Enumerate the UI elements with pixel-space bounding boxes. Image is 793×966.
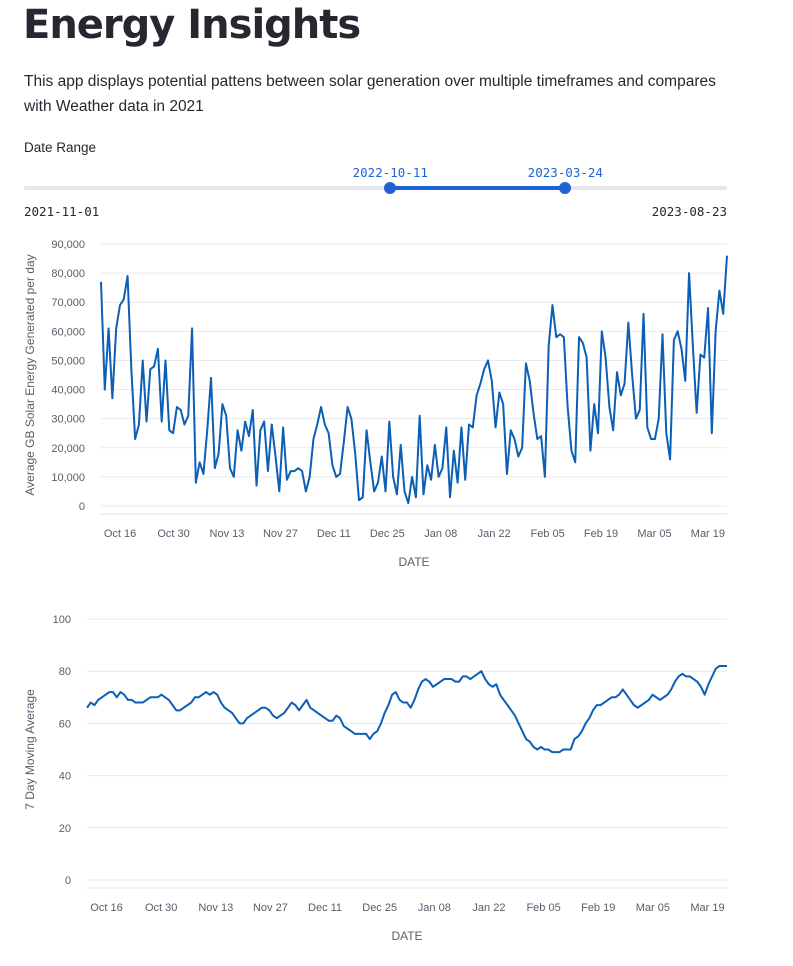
x-tick-label: Jan 08 bbox=[418, 902, 451, 914]
y-tick-label: 90,000 bbox=[51, 239, 85, 251]
x-tick-label: Dec 11 bbox=[308, 902, 342, 914]
moving-average-chart-svg[interactable]: 0 20 40 60 80 100 Oct 16 Oct 30 Nov 13 Nov 27 Dec … bbox=[0, 600, 793, 955]
series-line[interactable] bbox=[100, 255, 728, 505]
slider-end-handle[interactable] bbox=[559, 182, 572, 194]
x-tick-label: Jan 08 bbox=[424, 528, 457, 540]
y-tick-label: 60,000 bbox=[51, 326, 85, 338]
x-tick-label: Nov 27 bbox=[253, 902, 288, 914]
y-tick-label: 60 bbox=[59, 718, 71, 730]
x-tick-label: Mar 05 bbox=[636, 902, 670, 914]
series-line[interactable] bbox=[86, 664, 727, 754]
moving-average-chart[interactable]: 0 20 40 60 80 100 Oct 16 Oct 30 Nov 13 Nov 27 Dec … bbox=[0, 600, 793, 955]
y-tick-label: 20,000 bbox=[51, 443, 85, 455]
x-tick-label: Feb 05 bbox=[526, 902, 560, 914]
x-tick-label: Nov 13 bbox=[198, 902, 233, 914]
y-tick-label: 20 bbox=[59, 823, 71, 835]
x-tick-label: Jan 22 bbox=[472, 902, 505, 914]
slider-end-value: 2023-03-24 bbox=[527, 165, 603, 180]
solar-generation-chart-svg[interactable]: 0 10,000 20,000 30,000 40,000 50,000 60,000 70,… bbox=[0, 230, 793, 575]
y-axis-title: Average GB Solar Energy Generated per da… bbox=[23, 254, 37, 495]
x-tick-label: Dec 25 bbox=[370, 528, 405, 540]
slider-track[interactable] bbox=[24, 186, 727, 190]
slider-max-label: 2023-08-23 bbox=[651, 204, 727, 219]
slider-min-label: 2021-11-01 bbox=[24, 204, 100, 219]
x-tick-label: Oct 30 bbox=[145, 902, 177, 914]
x-tick-label: Nov 27 bbox=[263, 528, 298, 540]
date-range-label: Date Range bbox=[24, 140, 97, 155]
x-tick-label: Feb 05 bbox=[530, 528, 564, 540]
x-tick-label: Dec 25 bbox=[362, 902, 397, 914]
slider-selected-range bbox=[390, 186, 566, 190]
page-title: Energy Insights bbox=[23, 2, 361, 48]
x-tick-label: Jan 22 bbox=[478, 528, 511, 540]
x-axis-title: DATE bbox=[391, 929, 422, 943]
solar-generation-chart[interactable]: 0 10,000 20,000 30,000 40,000 50,000 60,000 70,… bbox=[0, 230, 793, 575]
x-tick-label: Mar 05 bbox=[637, 528, 671, 540]
x-tick-label: Oct 16 bbox=[90, 902, 122, 914]
y-tick-label: 40,000 bbox=[51, 385, 85, 397]
y-tick-label: 40 bbox=[59, 771, 71, 783]
y-tick-label: 0 bbox=[65, 875, 71, 887]
y-tick-label: 70,000 bbox=[51, 297, 85, 309]
slider-start-handle[interactable] bbox=[384, 182, 397, 194]
x-tick-label: Oct 16 bbox=[104, 528, 136, 540]
slider-start-value: 2022-10-11 bbox=[352, 165, 428, 180]
y-tick-label: 80,000 bbox=[51, 268, 85, 280]
x-tick-label: Mar 19 bbox=[691, 528, 725, 540]
x-axis-title: DATE bbox=[398, 555, 429, 569]
y-tick-label: 50,000 bbox=[51, 355, 85, 367]
x-tick-label: Oct 30 bbox=[157, 528, 189, 540]
y-tick-label: 10,000 bbox=[51, 472, 85, 484]
y-tick-label: 30,000 bbox=[51, 414, 85, 426]
x-tick-label: Nov 13 bbox=[210, 528, 245, 540]
x-tick-label: Feb 19 bbox=[581, 902, 615, 914]
y-tick-label: 80 bbox=[59, 666, 71, 678]
y-tick-label: 0 bbox=[79, 501, 85, 513]
page-description: This app displays potential pattens betw… bbox=[24, 73, 716, 115]
date-range-slider[interactable]: 2022-10-11 2023-03-24 2021-11-01 2023-08… bbox=[24, 160, 727, 225]
x-tick-label: Feb 19 bbox=[584, 528, 618, 540]
y-tick-label: 100 bbox=[53, 614, 71, 626]
x-tick-label: Mar 19 bbox=[690, 902, 724, 914]
y-axis-title: 7 Day Moving Average bbox=[23, 689, 37, 810]
x-tick-label: Dec 11 bbox=[317, 528, 351, 540]
